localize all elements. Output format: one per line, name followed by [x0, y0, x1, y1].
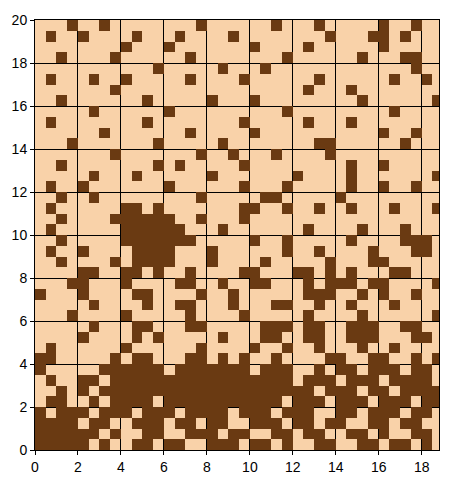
svg-text:14: 14: [12, 141, 28, 157]
svg-text:16: 16: [12, 98, 28, 114]
svg-text:6: 6: [160, 459, 168, 475]
svg-text:4: 4: [117, 459, 125, 475]
svg-text:18: 18: [414, 459, 430, 475]
svg-text:0: 0: [19, 442, 27, 458]
svg-text:16: 16: [371, 459, 387, 475]
svg-text:0: 0: [31, 459, 39, 475]
svg-text:6: 6: [19, 313, 27, 329]
svg-text:4: 4: [19, 356, 27, 372]
svg-text:2: 2: [19, 399, 27, 415]
svg-text:8: 8: [19, 270, 27, 286]
svg-text:18: 18: [12, 55, 28, 71]
svg-text:8: 8: [203, 459, 211, 475]
svg-text:12: 12: [12, 184, 28, 200]
svg-text:20: 20: [12, 12, 28, 28]
svg-text:10: 10: [12, 227, 28, 243]
svg-text:14: 14: [328, 459, 344, 475]
svg-text:10: 10: [242, 459, 258, 475]
svg-text:2: 2: [74, 459, 82, 475]
svg-text:12: 12: [285, 459, 301, 475]
